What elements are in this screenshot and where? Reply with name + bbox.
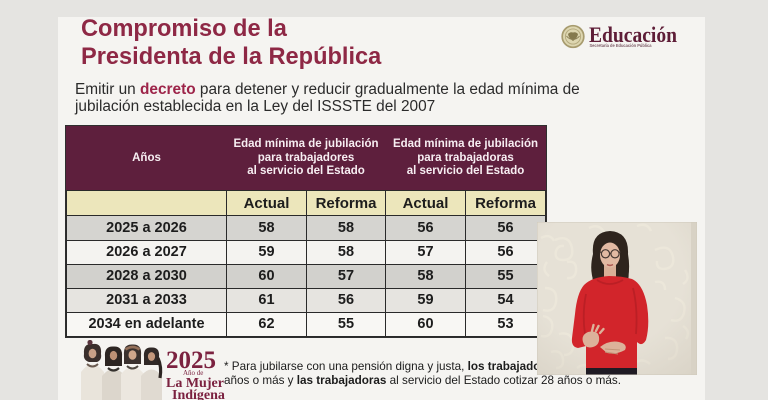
svg-text:Año de: Año de <box>183 369 203 377</box>
svg-text:Secretaría de Educación Públic: Secretaría de Educación Pública <box>590 43 652 49</box>
svg-text:Educación: Educación <box>589 24 677 47</box>
svg-text:2025: 2025 <box>166 347 216 374</box>
svg-text:La Mujer: La Mujer <box>166 376 224 391</box>
svg-text:Indígena: Indígena <box>172 388 225 400</box>
